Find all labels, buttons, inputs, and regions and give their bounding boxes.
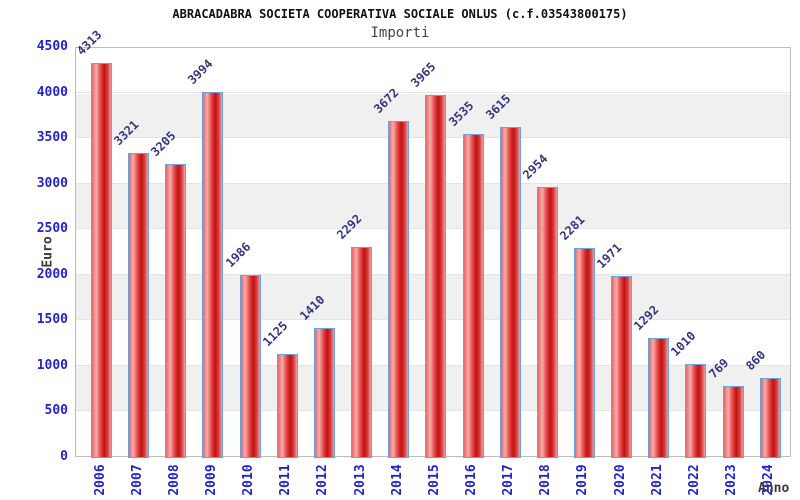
bar-2007 (128, 153, 150, 458)
y-tick-label: 3000 (36, 175, 68, 191)
bar-2013 (351, 247, 373, 458)
bar-2010 (239, 275, 261, 458)
x-category-label: 2017 (501, 464, 517, 496)
x-category-label: 2020 (612, 464, 628, 496)
plot-area: 4313 3321 3205 3994 1986 1125 1410 2292 3672 3965… (74, 28, 791, 458)
bar-2012 (313, 327, 335, 458)
bar-2016 (462, 133, 484, 458)
y-tick-label: 2000 (36, 266, 68, 282)
x-category-label: 2008 (166, 464, 182, 496)
chart-subtitle: Importi (370, 25, 430, 41)
x-category-label: 2023 (724, 464, 740, 496)
y-axis-title: Euro (40, 236, 56, 268)
x-category-label: 2006 (92, 464, 108, 496)
grid-line (76, 91, 790, 93)
bar-2009 (202, 92, 224, 458)
bar-2023 (722, 385, 744, 458)
bar-2022 (685, 363, 707, 458)
x-category-label: 2011 (278, 464, 294, 496)
x-category-label: 2009 (203, 464, 219, 496)
y-tick-label: 2500 (36, 221, 68, 237)
x-category-label: 2014 (389, 464, 405, 496)
chart-title: ABRACADABRA SOCIETA COOPERATIVA SOCIALE … (172, 7, 628, 21)
x-category-label: 2018 (538, 464, 554, 496)
bar-2024 (759, 377, 781, 458)
y-tick-label: 1000 (36, 357, 68, 373)
x-category-label: 2021 (649, 464, 665, 496)
x-category-label: 2013 (352, 464, 368, 496)
x-category-label: 2010 (241, 464, 257, 496)
bar-2021 (648, 338, 670, 458)
bar-2017 (499, 126, 521, 458)
x-axis-title: Anno (758, 481, 790, 496)
y-tick-label: 500 (44, 403, 68, 419)
x-category-label: 2022 (686, 464, 702, 496)
y-tick-label: 1500 (36, 312, 68, 328)
grid-band (76, 48, 790, 94)
y-tick-label: 4500 (36, 39, 68, 54)
y-tick-label: 3500 (36, 130, 68, 146)
x-category-label: 2019 (575, 464, 591, 496)
bar-2020 (611, 276, 633, 458)
bar-2019 (573, 248, 595, 458)
bar-2006 (91, 63, 112, 458)
x-category-label: 2007 (129, 464, 145, 496)
x-category-label: 2016 (464, 464, 479, 496)
bar-2014 (388, 121, 410, 458)
x-category-label: 2015 (426, 464, 442, 496)
bar-2008 (165, 163, 187, 458)
x-category-label: 2012 (315, 464, 331, 496)
bar-2011 (276, 353, 298, 458)
bar-2015 (425, 94, 447, 458)
y-tick-label: 4000 (36, 84, 68, 100)
y-tick-label: 0 (60, 449, 68, 464)
bar-2018 (536, 186, 558, 458)
